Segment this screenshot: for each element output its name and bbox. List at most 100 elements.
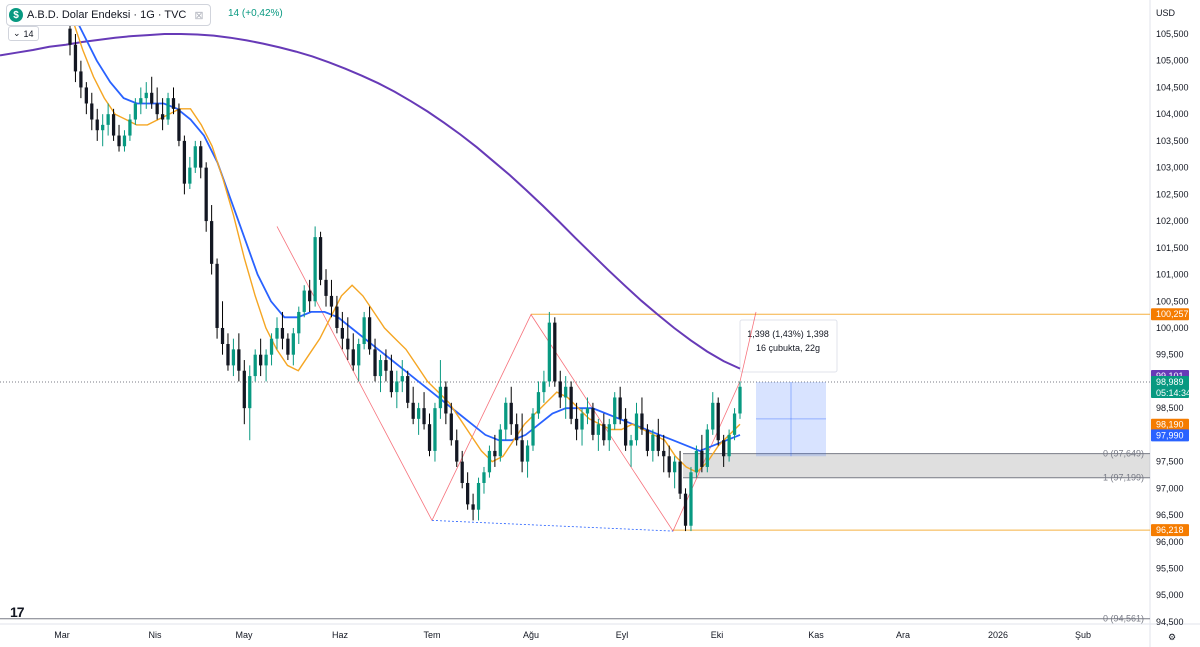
candle-body	[471, 504, 475, 510]
candle-body	[171, 98, 176, 109]
y-tick-label: 96,500	[1156, 510, 1184, 520]
candle-body	[84, 87, 88, 104]
candle-body	[275, 327, 279, 339]
candle-body	[144, 92, 148, 99]
indicator-period-badge[interactable]: ⌄ 14	[8, 26, 39, 41]
candle-body	[678, 461, 682, 494]
price-badge	[1151, 376, 1189, 399]
candle-body	[150, 92, 154, 104]
candle-body	[133, 103, 137, 120]
candle-body	[111, 114, 116, 136]
candle-body	[476, 482, 481, 510]
candle-body	[460, 461, 464, 483]
candle-body	[607, 424, 611, 441]
candle-body	[444, 386, 448, 414]
price-badge-label: 96,218	[1156, 525, 1184, 535]
candle-body	[155, 103, 159, 115]
symbol-legend[interactable]: $ A.B.D. Dolar Endeksi · 1G · TVC ⊠	[6, 4, 211, 26]
candle-body	[553, 322, 557, 382]
candle-body	[313, 237, 317, 302]
zigzag-pattern	[276, 226, 757, 532]
candle-body	[694, 450, 699, 473]
y-tick-label: 94,500	[1156, 617, 1184, 627]
fib-label: 1 (97,199)	[1103, 473, 1144, 483]
candle-body	[160, 114, 165, 120]
y-tick-label: 98,500	[1156, 403, 1184, 413]
price-badge-label: 98,190	[1156, 420, 1184, 430]
y-tick-label: 105,000	[1156, 56, 1189, 66]
candle-body	[564, 386, 568, 398]
candle-body	[384, 360, 388, 371]
candle-body	[585, 408, 590, 414]
candle-body	[640, 413, 644, 430]
candle-body	[318, 237, 323, 280]
candle-body	[700, 450, 704, 467]
candle-body	[738, 386, 742, 414]
candle-body	[536, 392, 541, 414]
y-tick-label: 105,500	[1156, 29, 1189, 39]
candle-body	[101, 124, 105, 131]
candle-body	[264, 354, 268, 366]
candle-body	[416, 408, 421, 419]
price-badge-timer: 05:14:34	[1156, 388, 1191, 398]
candle-body	[520, 440, 524, 462]
candle-body	[291, 333, 295, 355]
candle-body	[302, 290, 306, 312]
candle-body	[433, 408, 437, 451]
candle-body	[335, 306, 339, 328]
x-tick-label: Ağu	[523, 630, 539, 640]
symbol-title: A.B.D. Dolar Endeksi · 1G · TVC	[27, 9, 187, 21]
candle-body	[329, 295, 334, 307]
candle-body	[596, 424, 601, 435]
fib-label: 0 (97,649)	[1103, 449, 1144, 459]
y-tick-label: 104,000	[1156, 109, 1189, 119]
candle-body	[711, 402, 715, 430]
candle-body	[515, 424, 519, 441]
candle-body	[90, 103, 94, 120]
candle-body	[613, 397, 617, 425]
y-tick-label: 101,000	[1156, 270, 1189, 280]
candle-body	[188, 167, 192, 184]
gear-icon[interactable]: ⚙	[1168, 632, 1176, 642]
x-tick-label: Tem	[423, 630, 440, 640]
candle-body	[591, 408, 595, 435]
candle-body	[651, 434, 655, 451]
candle-body	[68, 28, 72, 45]
y-tick-label: 97,500	[1156, 457, 1184, 467]
candle-body	[683, 493, 688, 526]
measure-tooltip	[739, 319, 838, 373]
candle-body	[716, 402, 720, 441]
price-badge	[1151, 524, 1189, 537]
ma-fast-line	[71, 17, 741, 474]
candle-body	[237, 349, 241, 371]
candle-body	[623, 418, 628, 446]
candle-body	[466, 482, 470, 505]
candle-body	[542, 381, 546, 393]
candle-body	[525, 445, 530, 462]
ma-mid-line	[69, 6, 741, 452]
candle-body	[629, 440, 633, 446]
candle-body	[482, 472, 486, 483]
candle-body	[367, 317, 372, 350]
x-tick-label: Şub	[1075, 630, 1091, 640]
y-tick-label: 97,000	[1156, 483, 1184, 493]
candle-body	[558, 381, 562, 398]
candle-body	[351, 349, 355, 366]
candle-body	[449, 413, 453, 441]
measure-line1: 1,398 (1,43%) 1,398	[747, 329, 829, 339]
candle-body	[727, 434, 731, 457]
candle-body	[253, 354, 257, 377]
indicator-period: 14	[23, 28, 34, 39]
market-status-icon: ⊠	[194, 9, 204, 22]
candle-body	[128, 119, 132, 136]
candle-body	[117, 135, 121, 147]
candle-body	[357, 344, 361, 366]
x-tick-label: Haz	[332, 630, 349, 640]
candle-body	[346, 338, 350, 350]
candle-body	[689, 472, 693, 526]
candle-body	[95, 119, 99, 131]
candle-body	[618, 397, 622, 419]
candle-body	[139, 98, 143, 104]
x-tick-label: May	[235, 630, 253, 640]
